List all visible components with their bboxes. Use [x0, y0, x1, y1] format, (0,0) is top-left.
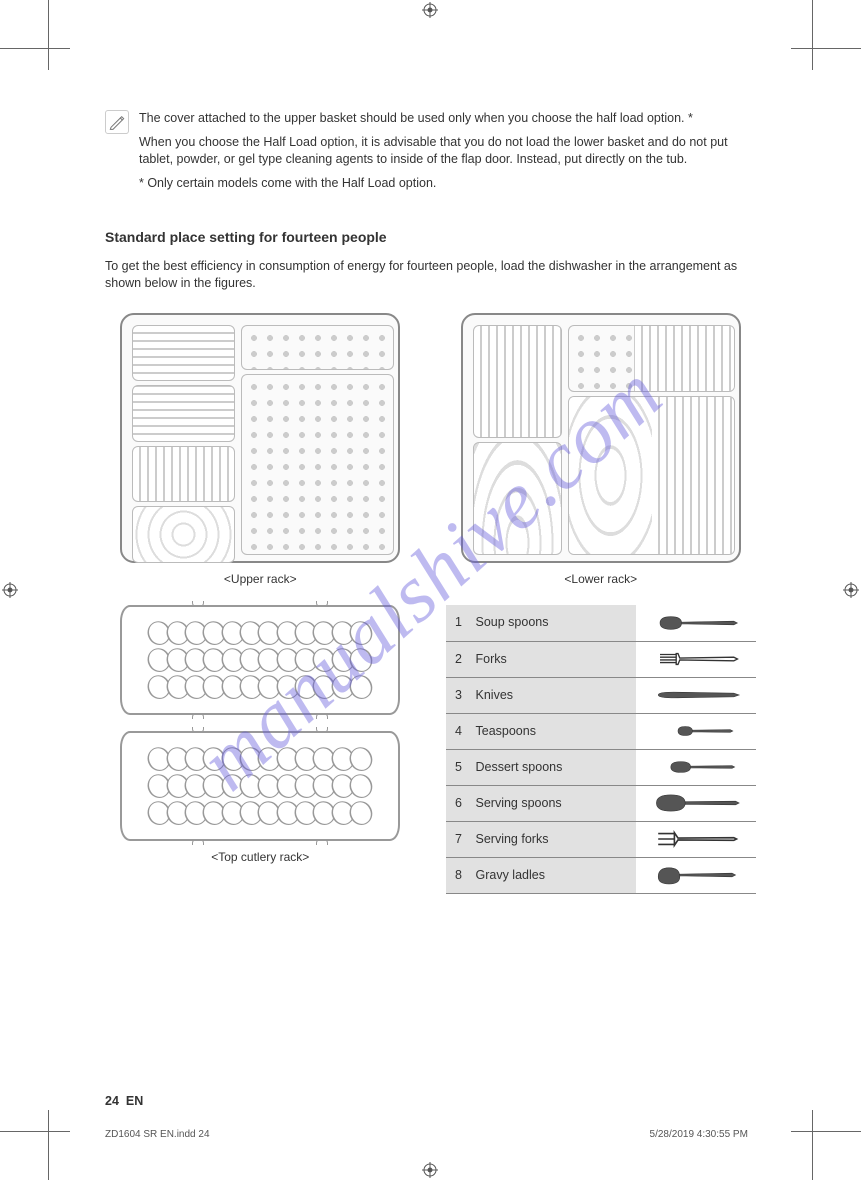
page-number-value: 24 — [105, 1094, 119, 1108]
crop-mark — [48, 1110, 49, 1180]
note-block: The cover attached to the upper basket s… — [105, 110, 756, 198]
utensil-icon — [636, 677, 756, 713]
section-title: Standard place setting for fourteen peop… — [105, 228, 756, 248]
utensil-row: 4Teaspoons — [446, 713, 756, 749]
crop-mark — [48, 0, 49, 70]
utensil-name: Knives — [472, 677, 636, 713]
utensil-row: 1Soup spoons — [446, 605, 756, 641]
bottom-figure-row: <Top cutlery rack> 1Soup spoons2Forks3Kn… — [105, 605, 756, 894]
utensil-row: 8Gravy ladles — [446, 857, 756, 893]
footer-timestamp: 5/28/2019 4:30:55 PM — [650, 1128, 748, 1142]
figure-label: <Top cutlery rack> — [211, 849, 309, 866]
utensil-row: 6Serving spoons — [446, 785, 756, 821]
utensil-name: Soup spoons — [472, 605, 636, 641]
utensil-name: Serving spoons — [472, 785, 636, 821]
registration-mark-icon — [843, 582, 859, 598]
crop-mark — [791, 1131, 861, 1132]
crop-mark — [812, 1110, 813, 1180]
utensil-row: 7Serving forks — [446, 821, 756, 857]
utensil-icon — [636, 713, 756, 749]
crop-mark — [812, 0, 813, 70]
utensil-row: 2Forks — [446, 641, 756, 677]
utensil-number: 8 — [446, 857, 472, 893]
utensil-icon — [636, 821, 756, 857]
upper-rack-illustration — [120, 313, 400, 563]
utensil-number: 3 — [446, 677, 472, 713]
section-description: To get the best efficiency in consumptio… — [105, 258, 756, 293]
figure-label: <Lower rack> — [564, 571, 637, 588]
utensil-number: 6 — [446, 785, 472, 821]
utensil-icon — [636, 641, 756, 677]
utensil-number: 7 — [446, 821, 472, 857]
cutlery-rack-figure: <Top cutlery rack> — [105, 605, 416, 866]
utensil-name: Teaspoons — [472, 713, 636, 749]
page-number: 24 EN — [105, 1093, 143, 1111]
note-line: When you choose the Half Load option, it… — [139, 134, 756, 169]
registration-mark-icon — [422, 1162, 438, 1178]
print-footer: ZD1604 SR EN.indd 24 5/28/2019 4:30:55 P… — [105, 1128, 748, 1142]
utensil-icon — [636, 749, 756, 785]
crop-mark — [0, 1131, 70, 1132]
registration-mark-icon — [422, 2, 438, 18]
note-line: The cover attached to the upper basket s… — [139, 110, 756, 128]
lower-rack-figure: <Lower rack> — [446, 313, 757, 588]
page-section: EN — [126, 1094, 143, 1108]
note-icon — [105, 110, 129, 134]
lower-rack-illustration — [461, 313, 741, 563]
utensil-name: Dessert spoons — [472, 749, 636, 785]
utensil-icon — [636, 857, 756, 893]
utensil-table-wrap: 1Soup spoons2Forks3Knives4Teaspoons5Dess… — [446, 605, 757, 894]
utensil-name: Gravy ladles — [472, 857, 636, 893]
cutlery-tray — [120, 605, 400, 715]
utensil-number: 1 — [446, 605, 472, 641]
upper-rack-figure: <Upper rack> — [105, 313, 416, 588]
utensil-number: 2 — [446, 641, 472, 677]
crop-mark — [791, 48, 861, 49]
utensil-name: Forks — [472, 641, 636, 677]
cutlery-tray — [120, 731, 400, 841]
utensil-name: Serving forks — [472, 821, 636, 857]
registration-mark-icon — [2, 582, 18, 598]
utensil-row: 5Dessert spoons — [446, 749, 756, 785]
utensil-number: 5 — [446, 749, 472, 785]
note-line: * Only certain models come with the Half… — [139, 175, 756, 193]
utensil-row: 3Knives — [446, 677, 756, 713]
note-text-group: The cover attached to the upper basket s… — [139, 110, 756, 198]
utensil-icon — [636, 605, 756, 641]
utensil-icon — [636, 785, 756, 821]
cutlery-rack-illustration — [120, 605, 400, 841]
utensil-number: 4 — [446, 713, 472, 749]
footer-doc-id: ZD1604 SR EN.indd 24 — [105, 1128, 210, 1142]
figure-label: <Upper rack> — [224, 571, 297, 588]
utensil-table: 1Soup spoons2Forks3Knives4Teaspoons5Dess… — [446, 605, 756, 894]
rack-figure-row: <Upper rack> <Lower rack> — [105, 313, 756, 588]
crop-mark — [0, 48, 70, 49]
